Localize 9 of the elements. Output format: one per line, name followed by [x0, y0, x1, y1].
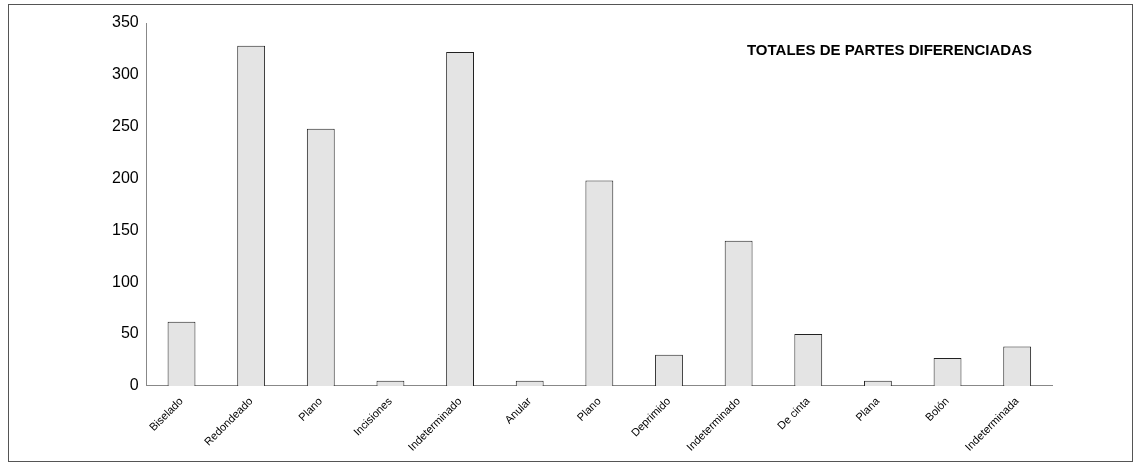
- y-tick-label: 150: [111, 220, 139, 238]
- y-tick-label: 100: [111, 272, 139, 290]
- y-tick-label: 50: [120, 324, 139, 342]
- y-tick-label: 200: [111, 168, 139, 186]
- y-tick-label: 250: [111, 117, 139, 135]
- y-tick-label: 300: [111, 65, 139, 83]
- y-tick-label: 0: [129, 376, 139, 394]
- text: TOTALES DE PARTES DIFERENCIADAS: [746, 40, 1032, 58]
- y-tick-label: 350: [111, 13, 139, 31]
